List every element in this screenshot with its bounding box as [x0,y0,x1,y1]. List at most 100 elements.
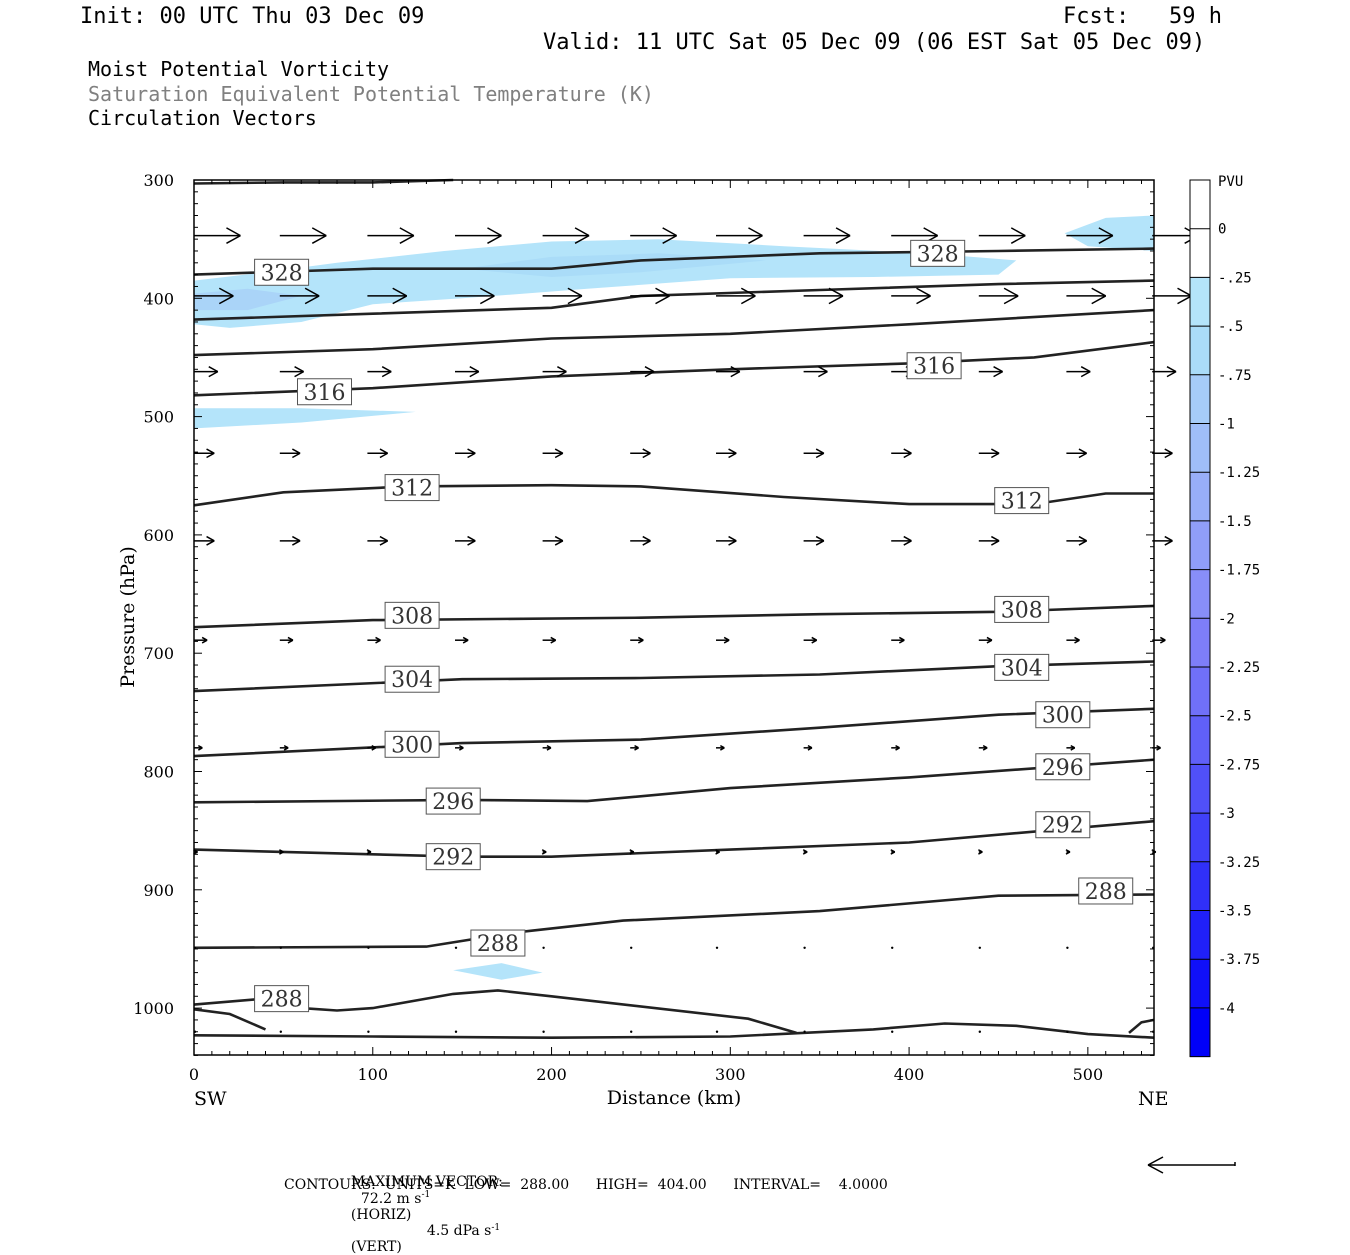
pv-shade-region [453,963,543,980]
vector-head [1010,234,1026,244]
circulation-vector [891,636,905,644]
circulation-vector [803,287,844,305]
vector-head [1166,370,1177,378]
contour-label-box [470,929,526,957]
colorbar-label: -3.75 [1218,952,1260,968]
vector-head [458,747,464,751]
theta-contour [193,247,1155,276]
contour-label-box [384,730,440,758]
theta-contour [193,819,1155,858]
circulation-vector [542,287,583,305]
circulation-vector [194,227,241,244]
circulation-vector [978,448,1000,459]
contour-label: 296 [432,790,474,815]
vector-head [550,639,557,644]
vector-head [1074,639,1080,644]
circulation-vector [279,535,301,546]
vector-head [818,366,828,373]
vector-head [898,639,905,644]
vector-head [807,747,813,751]
vector-head [1091,295,1107,305]
vector-head [1177,287,1192,297]
contour-label: 308 [391,604,433,629]
circulation-vector [630,227,678,244]
x-tick-label: 100 [357,1065,388,1084]
circulation-vector [630,287,670,305]
vector-head [479,295,495,305]
colorbar-label: -2.25 [1218,660,1260,676]
circulation-vector [716,448,737,459]
colorbar-swatch [1190,667,1210,717]
y-tick-label: 300 [143,171,174,190]
vector-head [890,851,896,855]
vector-head [554,540,564,546]
circulation-vector [279,227,327,244]
vector-head [895,747,900,751]
vector-head [719,747,725,751]
vector-head [728,540,737,546]
horiz-unit: (HORIZ) [350,1206,412,1223]
circulation-vector [194,535,215,546]
vector-head [662,234,678,244]
vector-head [990,452,1000,459]
circulation-vector [715,849,720,855]
vector-head [287,636,294,641]
vector-head [1091,287,1107,297]
circulation-vector [279,946,283,949]
vector-head [723,639,730,644]
vector-head [815,535,825,542]
vector-head [279,851,284,855]
y-tick-label: 500 [143,408,174,427]
vector-head [662,227,678,237]
vector-head [294,366,304,373]
vector-head [811,639,818,644]
contour-label-box [994,595,1050,623]
vector-head [206,540,215,546]
circulation-vector [454,946,458,949]
x-tick-label: 500 [1073,1065,1104,1084]
vector-head [1164,540,1173,546]
field-title-theta-es: Saturation Equivalent Potential Temperat… [88,82,654,106]
circulation-vector [455,535,476,546]
footer-max-vector: MAXIMUM VECTOR: 72.2 m s-1 (HORIZ) 4.5 d… [342,1158,503,1255]
contour-label-box [425,787,481,815]
vector-head [554,448,564,454]
y-tick-label: 400 [143,289,174,308]
circulation-vector [802,849,808,855]
colorbar-swatch [1190,423,1210,473]
circulation-vector [367,1030,370,1033]
vector-head [462,639,469,644]
circulation-vector [716,287,756,305]
circulation-vector [541,849,547,855]
valid-time: Valid: 11 UTC Sat 05 Dec 09 (06 EST Sat … [543,30,1206,55]
vector-head [986,636,993,641]
circulation-vector [891,448,912,459]
circulation-vector [978,287,1019,305]
vector-head [379,448,389,454]
circulation-vector [194,287,234,305]
vector-head [287,639,294,644]
vector-head [828,295,844,305]
vector-head [292,535,301,542]
contour-label-box [384,665,440,693]
circulation-vector [715,1030,719,1033]
colorbar-swatch [1190,1007,1210,1058]
vector-head [811,636,818,641]
vector-head [1164,535,1173,542]
vector-head [379,540,389,546]
vector-head [642,452,651,459]
footer-contours: CONTOURS: UNITS=K LOW= 288.00 HIGH= 404.… [284,1177,888,1193]
vector-head [835,234,851,244]
x-tick-label: 200 [536,1065,567,1084]
vector-head [218,287,234,297]
vector-head [993,366,1003,373]
circulation-vector [194,448,215,459]
theta-contour [193,178,454,185]
circulation-vector [1066,744,1076,751]
colorbar-label: -1.75 [1218,563,1260,579]
circulation-vector [194,636,208,644]
colorbar-swatch [1190,472,1210,522]
vector-head [923,227,939,237]
vector-head [715,851,720,855]
circulation-vector [1066,287,1107,305]
